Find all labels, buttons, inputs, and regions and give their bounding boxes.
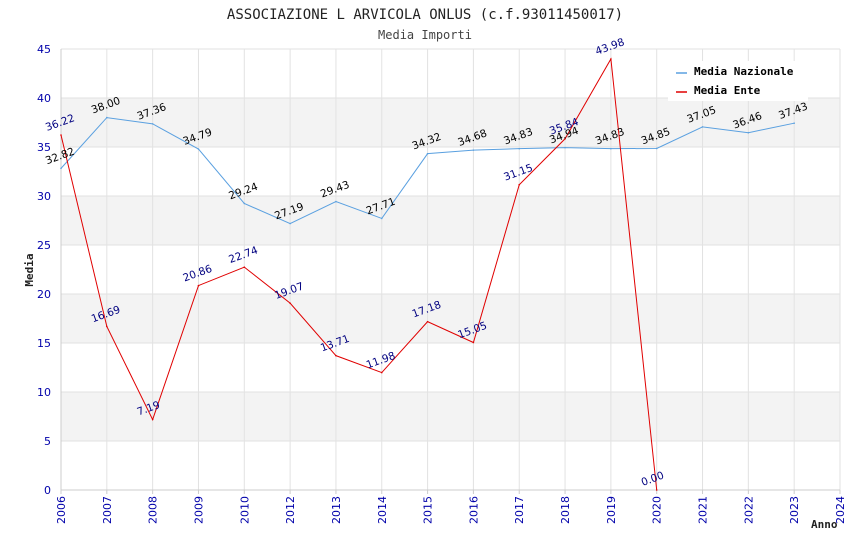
plot-background-bands bbox=[61, 98, 840, 441]
data-point-media-nazionale bbox=[610, 147, 612, 150]
data-point-media-ente bbox=[243, 266, 246, 268]
y-tick-label: 15 bbox=[37, 337, 51, 350]
x-tick-label: 2008 bbox=[147, 496, 160, 524]
legend-label-media-nazionale: Media Nazionale bbox=[694, 65, 794, 78]
data-point-media-ente bbox=[426, 320, 429, 323]
y-tick-label: 40 bbox=[37, 92, 51, 105]
y-tick-labels: 0 5 10 15 20 25 30 35 40 45 bbox=[37, 43, 51, 497]
y-tick-label: 10 bbox=[37, 386, 51, 399]
data-point-media-nazionale bbox=[655, 147, 658, 150]
data-point-media-ente bbox=[60, 134, 62, 136]
data-point-media-nazionale bbox=[518, 147, 521, 150]
y-tick-label: 20 bbox=[37, 288, 51, 301]
data-point-media-nazionale bbox=[106, 116, 108, 119]
legend-background bbox=[668, 61, 808, 101]
y-tick-label: 35 bbox=[37, 141, 51, 154]
data-point-media-nazionale bbox=[472, 149, 475, 151]
x-tick-label: 2019 bbox=[605, 496, 618, 524]
data-point-media-nazionale bbox=[793, 122, 795, 124]
x-tick-labels: 2006 2007 2008 2009 2010 2012 2013 2014 2015 2016… bbox=[55, 496, 847, 524]
data-label-media-ente: 0.00 bbox=[640, 470, 666, 489]
data-point-media-nazionale bbox=[243, 202, 246, 205]
y-tick-label: 25 bbox=[37, 239, 51, 252]
x-tick-label: 2006 bbox=[55, 496, 68, 524]
data-point-media-ente bbox=[106, 325, 108, 328]
x-tick-label: 2010 bbox=[238, 496, 251, 524]
x-tick-label: 2021 bbox=[697, 496, 710, 524]
x-tick-label: 2018 bbox=[559, 496, 572, 524]
x-tick-label: 2024 bbox=[834, 496, 847, 524]
data-point-media-nazionale bbox=[289, 222, 291, 225]
data-label-media-ente: 31.15 bbox=[502, 162, 534, 184]
x-tick-label: 2013 bbox=[330, 496, 343, 524]
data-point-media-ente bbox=[335, 354, 337, 357]
background-band bbox=[61, 392, 840, 441]
data-point-media-ente bbox=[289, 302, 291, 304]
data-point-media-nazionale bbox=[197, 148, 200, 150]
x-axis-label: Anno bbox=[811, 518, 838, 531]
x-tick-label: 2023 bbox=[788, 496, 801, 524]
legend: Media Nazionale Media Ente bbox=[668, 61, 808, 101]
data-point-media-nazionale bbox=[335, 200, 337, 203]
y-tick-label: 30 bbox=[37, 190, 51, 203]
data-point-media-ente bbox=[472, 341, 475, 344]
data-point-media-nazionale bbox=[380, 217, 383, 220]
data-point-media-nazionale bbox=[426, 152, 429, 155]
data-point-media-ente bbox=[610, 58, 612, 60]
y-tick-label: 5 bbox=[44, 435, 51, 448]
chart-subtitle: Media Importi bbox=[378, 28, 472, 42]
y-tick-label: 0 bbox=[44, 484, 51, 497]
data-point-media-nazionale bbox=[151, 123, 154, 125]
data-label-media-ente: 11.98 bbox=[365, 350, 397, 372]
series-line-media-ente bbox=[60, 57, 658, 491]
data-point-media-nazionale bbox=[564, 146, 566, 149]
x-tick-label: 2014 bbox=[376, 496, 389, 524]
data-label-media-ente: 43.98 bbox=[594, 36, 626, 58]
data-point-media-ente bbox=[151, 418, 154, 421]
x-tick-label: 2012 bbox=[284, 496, 297, 524]
x-tick-label: 2017 bbox=[513, 496, 526, 524]
data-point-media-ente bbox=[197, 284, 200, 287]
background-band bbox=[61, 98, 840, 147]
data-point-media-ente bbox=[655, 489, 658, 491]
x-tick-label: 2020 bbox=[651, 496, 664, 524]
gridlines bbox=[60, 48, 841, 494]
legend-label-media-ente: Media Ente bbox=[694, 84, 761, 97]
chart-title: ASSOCIAZIONE L ARVICOLA ONLUS (c.f.93011… bbox=[227, 7, 623, 23]
data-point-media-ente bbox=[380, 371, 383, 374]
x-tick-label: 2007 bbox=[101, 496, 114, 524]
data-point-media-ente bbox=[518, 183, 521, 186]
data-point-media-nazionale bbox=[701, 126, 704, 128]
data-point-media-nazionale bbox=[60, 167, 62, 170]
y-axis-label: Media bbox=[23, 253, 36, 286]
x-tick-label: 2016 bbox=[467, 496, 480, 524]
series-lines bbox=[60, 57, 795, 491]
y-tick-label: 45 bbox=[37, 43, 51, 56]
data-label-media-ente: 22.74 bbox=[227, 244, 260, 266]
data-point-media-ente bbox=[564, 137, 566, 140]
x-tick-label: 2015 bbox=[422, 496, 435, 524]
data-point-media-nazionale bbox=[747, 131, 750, 134]
x-tick-label: 2022 bbox=[742, 496, 755, 524]
x-tick-label: 2009 bbox=[192, 496, 205, 524]
background-band bbox=[61, 196, 840, 245]
background-band bbox=[61, 294, 840, 343]
